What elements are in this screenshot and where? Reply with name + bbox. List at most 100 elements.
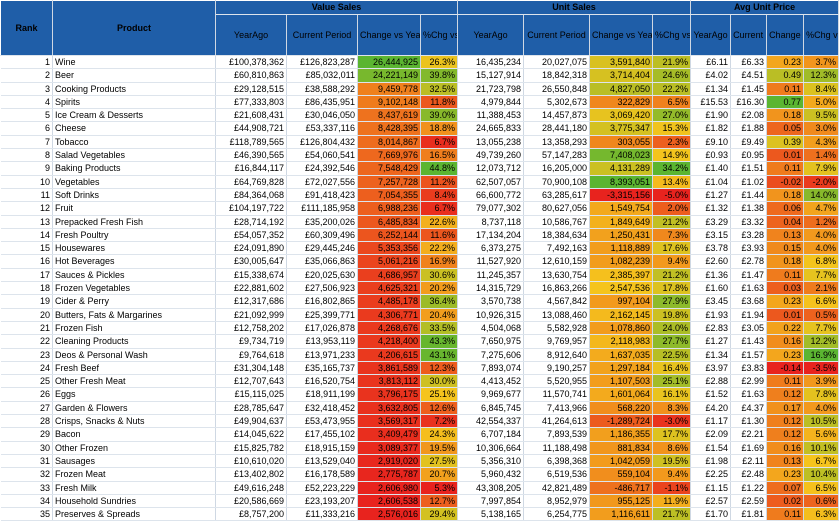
cell-value-pct: 16.9% (420, 254, 459, 269)
cell-product: Fresh Milk (52, 481, 216, 495)
cell-price-yearago: £1.36 (690, 268, 732, 283)
cell-unit-current: 18,384,634 (523, 228, 591, 243)
cell-price-change: 0.12 (766, 387, 805, 402)
cell-price-pct: 10.5% (803, 414, 840, 429)
cell-price-change: 0.01 (766, 308, 805, 322)
cell-unit-current: 13,630,754 (523, 268, 591, 283)
cell-value-change: 4,686,957 (357, 268, 421, 283)
table-row: 33 Fresh Milk £49,616,248 £52,223,229 2,606,… (0, 481, 840, 495)
cell-price-pct: 7.7% (803, 268, 840, 283)
cell-price-change: 0.17 (766, 401, 805, 416)
cell-value-current: £38,588,292 (286, 82, 358, 96)
cell-price-current: £9.49 (730, 135, 768, 150)
cell-unit-current: 4,567,842 (523, 294, 591, 309)
cell-price-change: 0.23 (766, 467, 805, 482)
cell-value-current: £25,399,771 (286, 308, 358, 322)
cell-unit-pct: 2.3% (652, 135, 692, 150)
cell-unit-current: 7,413,966 (523, 401, 591, 416)
cell-value-change: 7,054,355 (357, 188, 421, 203)
cell-rank: 1 (0, 55, 53, 70)
cell-price-pct: 5.6% (803, 427, 840, 442)
cell-price-pct: 9.5% (803, 108, 840, 123)
cell-value-yearago: £49,904,637 (215, 414, 287, 429)
cell-unit-yearago: 10,926,315 (457, 308, 525, 322)
cell-value-change: 7,669,976 (357, 148, 421, 163)
cell-price-change: -0.14 (766, 361, 805, 376)
cell-rank: 27 (0, 401, 53, 416)
cell-value-change: 4,625,321 (357, 281, 421, 296)
cell-price-change: 0.13 (766, 228, 805, 243)
cell-price-pct: 0.6% (803, 494, 840, 509)
cell-value-current: £16,802,865 (286, 294, 358, 309)
cell-unit-current: 7,893,539 (523, 427, 591, 442)
table-row: 8 Salad Vegetables £46,390,565 £54,060,541 7… (0, 148, 840, 163)
cell-price-change: 0.18 (766, 108, 805, 123)
cell-unit-yearago: 79,077,302 (457, 201, 525, 216)
cell-price-pct: 3.0% (803, 121, 840, 136)
cell-unit-change: 1,549,754 (589, 201, 654, 216)
cell-value-yearago: £54,057,352 (215, 228, 287, 243)
cell-value-current: £72,027,556 (286, 175, 358, 189)
cell-rank: 5 (0, 108, 53, 123)
cell-product: Cooking Products (52, 82, 216, 96)
cell-value-pct: 11.6% (420, 228, 459, 243)
cell-unit-yearago: 16,435,234 (457, 55, 525, 70)
cell-price-yearago: £1.82 (690, 121, 732, 136)
cell-unit-current: 20,027,075 (523, 55, 591, 70)
cell-price-current: £1.43 (730, 334, 768, 349)
cell-unit-yearago: 7,275,606 (457, 348, 525, 362)
cell-value-yearago: £60,810,863 (215, 68, 287, 83)
cell-unit-yearago: 6,373,275 (457, 241, 525, 256)
header-unit-yearago: YearAgo (457, 14, 525, 56)
cell-value-current: £85,032,011 (286, 68, 358, 83)
cell-price-current: £1.30 (730, 414, 768, 429)
cell-value-change: 24,221,149 (357, 68, 421, 83)
cell-price-current: £6.33 (730, 55, 768, 70)
cell-price-pct: 7.8% (803, 387, 840, 402)
cell-price-change: 0.05 (766, 121, 805, 136)
cell-unit-yearago: 12,073,712 (457, 161, 525, 176)
cell-price-current: £3.32 (730, 215, 768, 229)
cell-unit-pct: 27.7% (652, 334, 692, 349)
cell-unit-current: 26,550,848 (523, 82, 591, 96)
cell-unit-current: 13,358,293 (523, 135, 591, 150)
cell-rank: 30 (0, 441, 53, 455)
cell-unit-change: 2,118,983 (589, 334, 654, 349)
table-row: 10 Vegetables £64,769,828 £72,027,556 7,257,… (0, 175, 840, 189)
cell-rank: 3 (0, 82, 53, 96)
cell-unit-pct: 34.2% (652, 161, 692, 176)
cell-price-change: 0.11 (766, 82, 805, 96)
cell-unit-yearago: 10,306,664 (457, 441, 525, 455)
cell-price-current: £2.59 (730, 494, 768, 509)
table-row: 16 Hot Beverages £30,005,647 £35,066,863 5,0… (0, 254, 840, 269)
cell-value-yearago: £21,092,999 (215, 308, 287, 322)
cell-value-current: £18,911,199 (286, 387, 358, 402)
cell-value-pct: 22.6% (420, 215, 459, 229)
cell-unit-yearago: 42,554,337 (457, 414, 525, 429)
cell-value-yearago: £16,844,117 (215, 161, 287, 176)
cell-price-yearago: £2.88 (690, 374, 732, 389)
cell-price-yearago: £1.70 (690, 507, 732, 521)
cell-value-yearago: £22,881,602 (215, 281, 287, 296)
cell-unit-change: -486,717 (589, 481, 654, 495)
cell-unit-current: 16,205,000 (523, 161, 591, 176)
cell-price-yearago: £1.93 (690, 308, 732, 322)
cell-price-pct: 0.5% (803, 308, 840, 322)
cell-price-pct: 4.0% (803, 401, 840, 416)
cell-rank: 33 (0, 481, 53, 495)
cell-rank: 12 (0, 201, 53, 216)
cell-price-current: £1.81 (730, 507, 768, 521)
cell-value-yearago: £100,378,362 (215, 55, 287, 70)
cell-unit-yearago: 43,308,205 (457, 481, 525, 495)
cell-unit-pct: 8.6% (652, 441, 692, 455)
cell-value-current: £29,445,246 (286, 241, 358, 256)
cell-unit-current: 63,285,617 (523, 188, 591, 203)
cell-value-current: £27,506,923 (286, 281, 358, 296)
cell-rank: 11 (0, 188, 53, 203)
cell-price-pct: 5.0% (803, 95, 840, 110)
cell-price-pct: 12.3% (803, 68, 840, 83)
cell-price-pct: 12.2% (803, 334, 840, 349)
cell-unit-change: 1,118,889 (589, 241, 654, 256)
cell-price-yearago: £6.11 (690, 55, 732, 70)
table-row: 7 Tobacco £118,789,565 £126,804,432 8,014,86… (0, 135, 840, 150)
